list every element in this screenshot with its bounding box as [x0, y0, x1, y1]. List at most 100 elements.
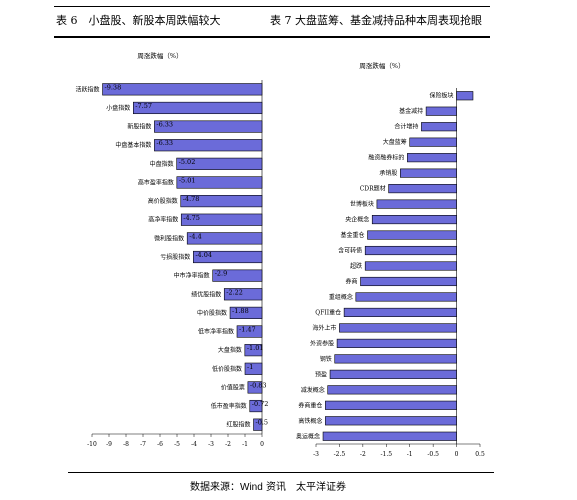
right-category-label: 世博板块 [350, 200, 374, 208]
right-x-tick-label: -3 [313, 451, 319, 458]
right-category-label: 保险板块 [430, 92, 454, 100]
left-bar [154, 139, 263, 152]
right-category-label: 奥运概念 [296, 432, 320, 440]
left-x-tick-label: -6 [157, 441, 163, 448]
left-bar [102, 83, 263, 96]
left-bar [244, 344, 263, 357]
left-category-label: 中盘基本指数 [115, 141, 151, 149]
left-bar [253, 418, 263, 431]
right-bar [327, 385, 457, 395]
left-value-label: -7.57 [135, 102, 152, 110]
left-value-label: -1.47 [239, 326, 256, 334]
left-bar [236, 325, 263, 338]
right-x-tick-label: -1.5 [380, 451, 392, 458]
left-category-label: 中盘指数 [150, 160, 174, 168]
left-x-tick-label: -2 [225, 441, 231, 448]
left-value-label: -0.72 [252, 400, 269, 408]
left-value-label: -1.01 [247, 344, 264, 352]
right-chart-title: 周涨跌幅（%） [359, 61, 404, 70]
left-category-label: 新股指数 [127, 123, 151, 131]
right-x-tick-label: 0.5 [475, 451, 485, 458]
right-category-label: 海外上市 [312, 324, 336, 332]
left-x-tick-label: -5 [174, 441, 180, 448]
left-x-tick-label: 0 [260, 441, 264, 448]
right-bar [329, 369, 457, 379]
right-x-tick-label: 0 [455, 451, 459, 458]
left-category-label: 小盘指数 [106, 104, 130, 112]
right-category-label: 高铁概念 [298, 417, 322, 425]
right-bar [322, 431, 457, 441]
right-bar [376, 199, 457, 209]
data-source: 数据来源：Wind 资讯 太平洋证券 [190, 478, 346, 493]
right-bar [400, 168, 457, 178]
left-category-label: 高市盈率指数 [138, 178, 174, 186]
left-category-label: 低价股指数 [212, 365, 242, 373]
left-value-label: -5.01 [179, 176, 196, 184]
left-x-tick-label: -4 [191, 441, 197, 448]
left-value-label: -4.04 [195, 251, 212, 259]
left-category-label: 红股指数 [226, 421, 250, 429]
left-bar [180, 195, 263, 208]
left-value-label: -0.83 [250, 381, 267, 389]
left-bar [186, 232, 263, 245]
left-bar [247, 381, 263, 394]
right-bar [388, 184, 457, 194]
left-category-label: 活跃指数 [76, 85, 100, 93]
left-bar [249, 399, 263, 413]
right-bar [360, 276, 457, 287]
source-suffix: 资讯 太平洋证券 [262, 482, 346, 493]
left-value-label: -6.33 [156, 139, 173, 147]
left-value-label: -1 [247, 363, 253, 371]
right-category-label: 含可转债 [338, 247, 362, 255]
right-bar [343, 307, 457, 317]
left-value-label: -4.78 [183, 195, 200, 203]
right-bar [325, 416, 457, 426]
left-bar [176, 157, 263, 170]
right-category-label: 承销股 [379, 169, 397, 177]
right-bar [336, 338, 457, 348]
left-bar [244, 362, 263, 375]
left-category-label: 亏损股指数 [160, 253, 190, 261]
left-x-tick-label: -7 [140, 441, 146, 448]
left-category-label: 中价股指数 [197, 309, 227, 317]
right-category-label: 重组概念 [329, 293, 353, 301]
left-value-label: -6.33 [156, 121, 173, 129]
right-bar [334, 354, 457, 364]
left-category-label: 高价股指数 [148, 197, 178, 205]
right-bar [409, 137, 457, 147]
left-category-label: 大盘指数 [218, 346, 242, 354]
left-bar [212, 269, 263, 282]
left-category-label: 中市净率指数 [174, 272, 210, 280]
left-bar [180, 213, 263, 226]
right-category-label: 钢铁 [320, 355, 332, 363]
left-bar [154, 120, 263, 133]
right-bar [456, 91, 474, 101]
right-bar [407, 153, 457, 163]
left-x-tick-label: -3 [208, 441, 214, 448]
right-category-label: 减发概念 [301, 386, 325, 394]
right-chart: 周涨跌幅（%） -3 -2.5 -2 -1.5 -1 -0.5 0 0.5 保险板块基金减持合计增… [282, 42, 499, 470]
left-category-label: 低市盈率指数 [211, 402, 247, 410]
right-x-tick-label: -1 [407, 451, 413, 458]
right-category-label: 央企概念 [345, 216, 369, 224]
left-bar [223, 288, 263, 301]
right-bar [367, 230, 457, 240]
left-table-title: 表 6 小盘股、新股本周跌幅较大 [56, 14, 221, 27]
right-bar [425, 106, 457, 116]
left-x-tick-label: -8 [123, 441, 129, 448]
right-x-tick-label: -2.5 [334, 451, 346, 458]
right-category-label: 超跌 [350, 262, 362, 270]
right-bar [325, 400, 457, 410]
right-bar [355, 292, 457, 302]
source-wind: Wind [240, 482, 263, 493]
source-prefix: 数据来源： [190, 482, 240, 493]
right-category-label: 外资参股 [310, 339, 334, 347]
right-table-title: 表 7 大盘蓝筹、基金减持品种本周表现抢眼 [270, 14, 482, 27]
footer-rule [68, 472, 494, 473]
right-bar [339, 323, 457, 333]
right-bar [364, 245, 457, 256]
right-category-label: 基金重仓 [341, 231, 365, 239]
right-bar [421, 122, 457, 132]
